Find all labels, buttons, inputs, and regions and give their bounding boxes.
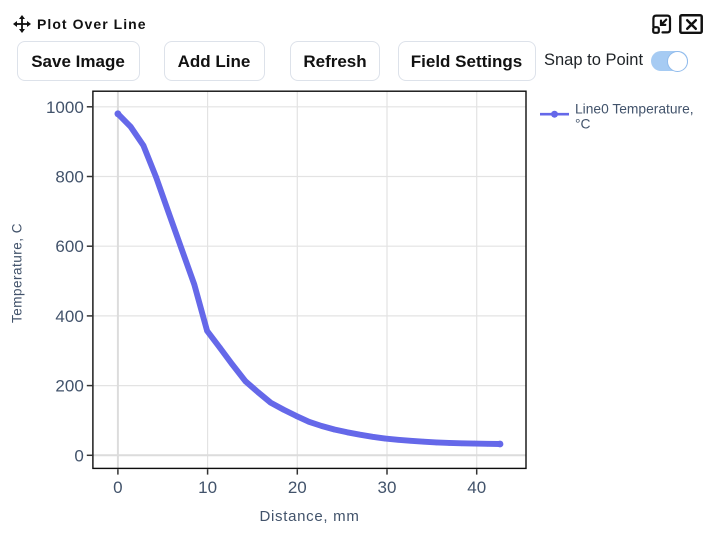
svg-text:Temperature, C: Temperature, C [10, 223, 25, 323]
svg-text:10: 10 [198, 478, 217, 497]
svg-text:°C: °C [575, 117, 591, 132]
svg-text:400: 400 [55, 307, 83, 326]
svg-text:200: 200 [55, 377, 83, 396]
svg-text:30: 30 [378, 478, 397, 497]
svg-text:40: 40 [467, 478, 486, 497]
svg-text:0: 0 [113, 478, 122, 497]
svg-text:20: 20 [288, 478, 307, 497]
svg-text:Line0 Temperature,: Line0 Temperature, [575, 101, 694, 116]
svg-text:800: 800 [55, 168, 83, 187]
svg-text:0: 0 [74, 446, 83, 465]
svg-text:600: 600 [55, 237, 83, 256]
svg-text:1000: 1000 [46, 98, 84, 117]
svg-text:Distance, mm: Distance, mm [259, 508, 359, 525]
